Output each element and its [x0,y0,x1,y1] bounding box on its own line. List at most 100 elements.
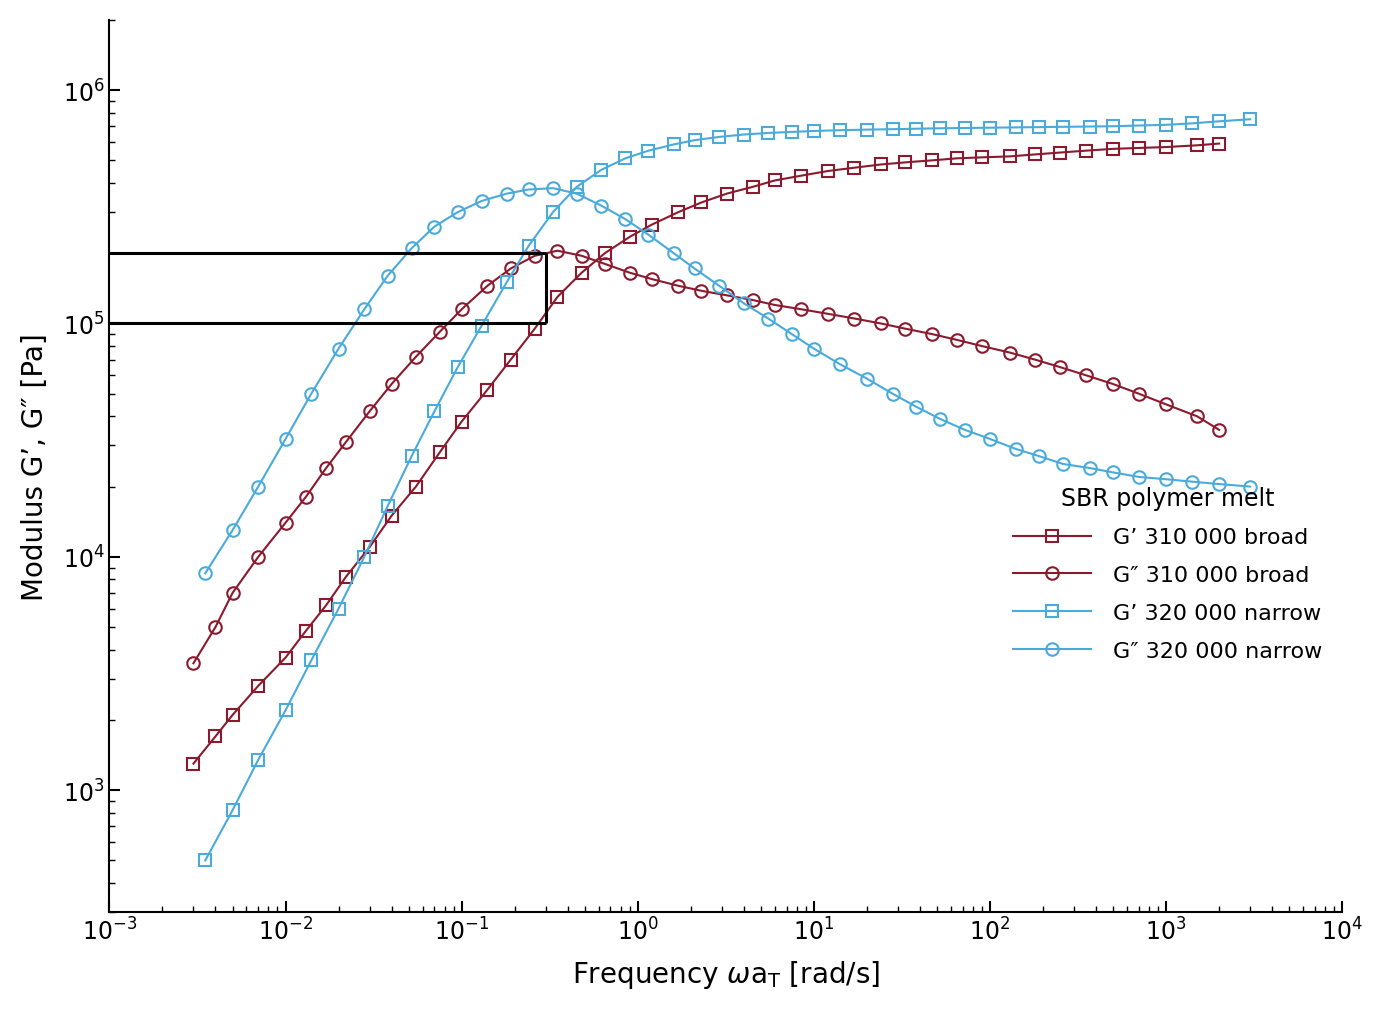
G″ 310 000 broad [502,263,519,275]
G″ 310 000 broad [1158,399,1175,411]
G’ 320 000 narrow [805,125,822,137]
Line: G″ 320 000 narrow: G″ 320 000 narrow [199,183,1257,580]
G’ 320 000 narrow [1211,116,1228,128]
G’ 310 000 broad [408,481,425,493]
G″ 320 000 narrow [884,388,901,400]
G″ 310 000 broad [718,290,735,302]
G″ 310 000 broad [526,251,543,263]
G’ 310 000 broad [1027,150,1044,162]
G’ 310 000 broad [974,152,991,164]
X-axis label: Frequency $\omega$a$_\mathrm{T}$ [rad/s]: Frequency $\omega$a$_\mathrm{T}$ [rad/s] [572,958,880,990]
G’ 320 000 narrow [884,124,901,136]
G’ 320 000 narrow [356,551,372,563]
G″ 320 000 narrow [224,525,241,537]
G’ 320 000 narrow [520,241,537,253]
G″ 320 000 narrow [981,434,998,446]
G″ 310 000 broad [1131,388,1147,400]
G’ 310 000 broad [1078,146,1095,158]
G’ 320 000 narrow [686,135,703,148]
G’ 310 000 broad [597,248,613,260]
G″ 310 000 broad [621,267,638,279]
G’ 310 000 broad [224,710,241,722]
G″ 320 000 narrow [403,243,419,255]
G’ 320 000 narrow [1008,122,1024,134]
G″ 320 000 narrow [450,207,466,219]
G″ 320 000 narrow [908,401,925,413]
G″ 310 000 broad [454,304,471,316]
G″ 310 000 broad [872,318,889,331]
G’ 320 000 narrow [197,854,213,866]
G″ 310 000 broad [925,329,941,341]
G’ 320 000 narrow [783,126,800,139]
G″ 310 000 broad [361,405,378,418]
G″ 310 000 broad [1078,370,1095,382]
G’ 310 000 broad [718,188,735,200]
G’ 320 000 narrow [858,124,875,136]
G’ 310 000 broad [1052,148,1068,160]
G″ 320 000 narrow [783,329,800,341]
G’ 320 000 narrow [760,127,776,140]
G’ 320 000 narrow [592,165,609,177]
G’ 310 000 broad [1104,144,1121,156]
G’ 310 000 broad [502,354,519,366]
G’ 310 000 broad [383,511,400,523]
G″ 310 000 broad [767,299,783,311]
G’ 320 000 narrow [1241,114,1258,126]
G’ 310 000 broad [1002,151,1019,163]
G’ 320 000 narrow [1104,121,1121,133]
G″ 320 000 narrow [858,373,875,385]
G″ 320 000 narrow [379,271,396,283]
G″ 320 000 narrow [277,434,293,446]
G″ 310 000 broad [897,324,913,336]
G″ 310 000 broad [432,327,448,339]
G’ 310 000 broad [573,267,590,279]
G’ 320 000 narrow [450,362,466,374]
G″ 320 000 narrow [1183,476,1200,488]
G″ 310 000 broad [1189,410,1205,423]
G″ 310 000 broad [1002,347,1019,359]
G″ 320 000 narrow [569,188,585,200]
G″ 310 000 broad [1052,362,1068,374]
G″ 310 000 broad [318,463,335,475]
G’ 320 000 narrow [735,129,752,142]
G’ 320 000 narrow [251,754,267,766]
G″ 310 000 broad [277,518,293,530]
G’ 310 000 broad [872,160,889,172]
G″ 310 000 broad [479,280,495,292]
G’ 320 000 narrow [473,320,490,333]
G″ 320 000 narrow [760,313,776,326]
G’ 310 000 broad [793,171,810,183]
G″ 320 000 narrow [617,213,634,225]
G″ 310 000 broad [846,313,862,326]
G″ 320 000 narrow [1055,458,1071,470]
G″ 310 000 broad [949,335,966,347]
G’ 310 000 broad [925,155,941,167]
G’ 310 000 broad [277,652,293,664]
G’ 310 000 broad [693,197,710,209]
G″ 320 000 narrow [356,304,372,316]
Line: G’ 320 000 narrow: G’ 320 000 narrow [199,114,1257,866]
G″ 320 000 narrow [735,298,752,310]
G’ 310 000 broad [767,175,783,187]
G″ 310 000 broad [1104,378,1121,390]
G″ 320 000 narrow [197,567,213,579]
G’ 320 000 narrow [1055,121,1071,133]
G″ 310 000 broad [408,352,425,364]
G’ 320 000 narrow [303,655,320,667]
G’ 320 000 narrow [666,140,682,152]
G’ 320 000 narrow [981,122,998,134]
G’ 320 000 narrow [931,123,948,135]
G″ 310 000 broad [819,308,836,320]
G’ 320 000 narrow [711,131,728,144]
G’ 310 000 broad [670,207,686,219]
G’ 310 000 broad [1189,141,1205,153]
G″ 320 000 narrow [1158,474,1175,486]
G’ 310 000 broad [1131,143,1147,155]
G″ 320 000 narrow [1211,478,1228,490]
G″ 320 000 narrow [686,263,703,275]
G″ 310 000 broad [1211,425,1228,437]
G″ 310 000 broad [793,304,810,316]
G″ 310 000 broad [670,280,686,292]
G″ 310 000 broad [383,378,400,390]
G″ 310 000 broad [185,657,202,669]
